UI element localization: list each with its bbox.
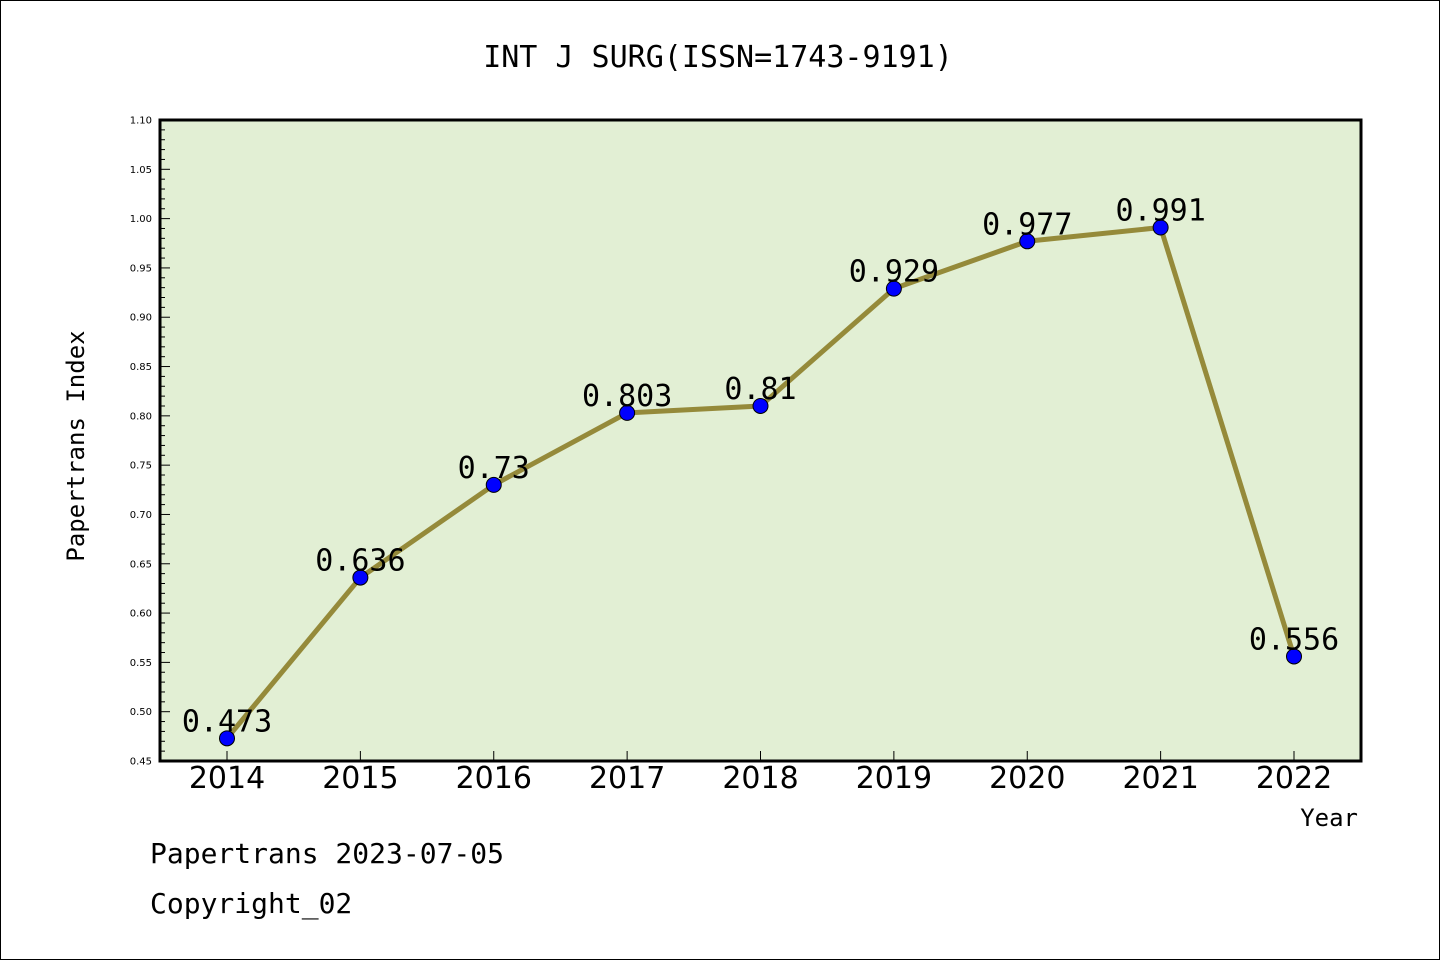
y-tick-label: 0.70 <box>130 510 152 521</box>
y-axis-title: Papertrans Index <box>62 330 90 561</box>
y-axis: 0.45 0.50 0.55 0.60 0.65 0.70 0.75 0.80 0.85 0.90… <box>130 116 170 768</box>
data-label: 0.473 <box>182 704 272 739</box>
footer-date: Papertrans 2023-07-05 <box>150 837 504 870</box>
x-tick-label: 2022 <box>1256 761 1332 796</box>
chart-title: INT J SURG(ISSN=1743-9191) <box>483 40 953 75</box>
data-label: 0.556 <box>1249 622 1339 657</box>
data-point <box>752 397 769 414</box>
y-tick-label: 0.80 <box>130 411 152 422</box>
data-labels: 0.473 0.636 0.73 0.803 0.81 0.929 0.977 0.991 0.… <box>182 193 1339 739</box>
x-tick-label: 2016 <box>456 761 532 796</box>
y-tick-label: 0.55 <box>130 658 152 669</box>
data-point <box>1019 233 1036 250</box>
data-label: 0.929 <box>849 255 939 290</box>
y-tick-label: 0.45 <box>130 757 152 768</box>
x-tick-label: 2014 <box>189 761 265 796</box>
x-axis-title: Year <box>1300 804 1358 832</box>
y-tick-label: 0.90 <box>130 313 152 324</box>
data-label: 0.636 <box>315 544 405 579</box>
data-label: 0.991 <box>1115 193 1205 228</box>
y-tick-label: 1.05 <box>130 165 152 176</box>
x-tick-label: 2019 <box>856 761 932 796</box>
y-tick-label: 0.85 <box>130 362 152 373</box>
y-tick-label: 0.60 <box>130 609 152 620</box>
x-tick-label: 2020 <box>989 761 1065 796</box>
x-tick-label: 2015 <box>322 761 398 796</box>
x-tick-label: 2018 <box>722 761 798 796</box>
x-tick-label: 2017 <box>589 761 665 796</box>
data-label: 0.977 <box>982 207 1072 242</box>
y-tick-label: 0.95 <box>130 263 152 274</box>
footer-copyright: Copyright_02 <box>150 887 352 921</box>
data-label: 0.73 <box>458 451 530 486</box>
y-tick-label: 1.10 <box>130 116 152 127</box>
data-point <box>885 280 902 297</box>
data-point <box>485 476 502 493</box>
x-axis: 2014 2015 2016 2017 2018 2019 2020 2021 2022 <box>189 751 1332 796</box>
data-label: 0.803 <box>582 379 672 414</box>
data-point <box>352 569 369 586</box>
data-label: 0.81 <box>724 372 796 407</box>
y-tick-label: 1.00 <box>130 214 152 225</box>
y-tick-label: 0.65 <box>130 559 152 570</box>
data-point <box>219 730 235 747</box>
x-tick-label: 2021 <box>1122 761 1198 796</box>
data-point <box>1152 219 1169 236</box>
series-papertrans-index <box>219 219 1302 747</box>
y-tick-label: 0.50 <box>130 707 152 718</box>
data-point <box>619 404 636 421</box>
y-tick-label: 0.75 <box>130 461 152 472</box>
data-point <box>1286 648 1302 665</box>
